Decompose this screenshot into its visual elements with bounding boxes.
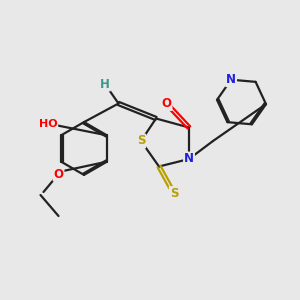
Text: S: S bbox=[170, 187, 178, 200]
Text: O: O bbox=[161, 97, 172, 110]
Text: N: N bbox=[226, 73, 236, 86]
Text: H: H bbox=[100, 77, 110, 91]
Text: N: N bbox=[184, 152, 194, 166]
Text: O: O bbox=[53, 167, 64, 181]
Text: S: S bbox=[137, 134, 145, 148]
Text: HO: HO bbox=[39, 118, 57, 129]
